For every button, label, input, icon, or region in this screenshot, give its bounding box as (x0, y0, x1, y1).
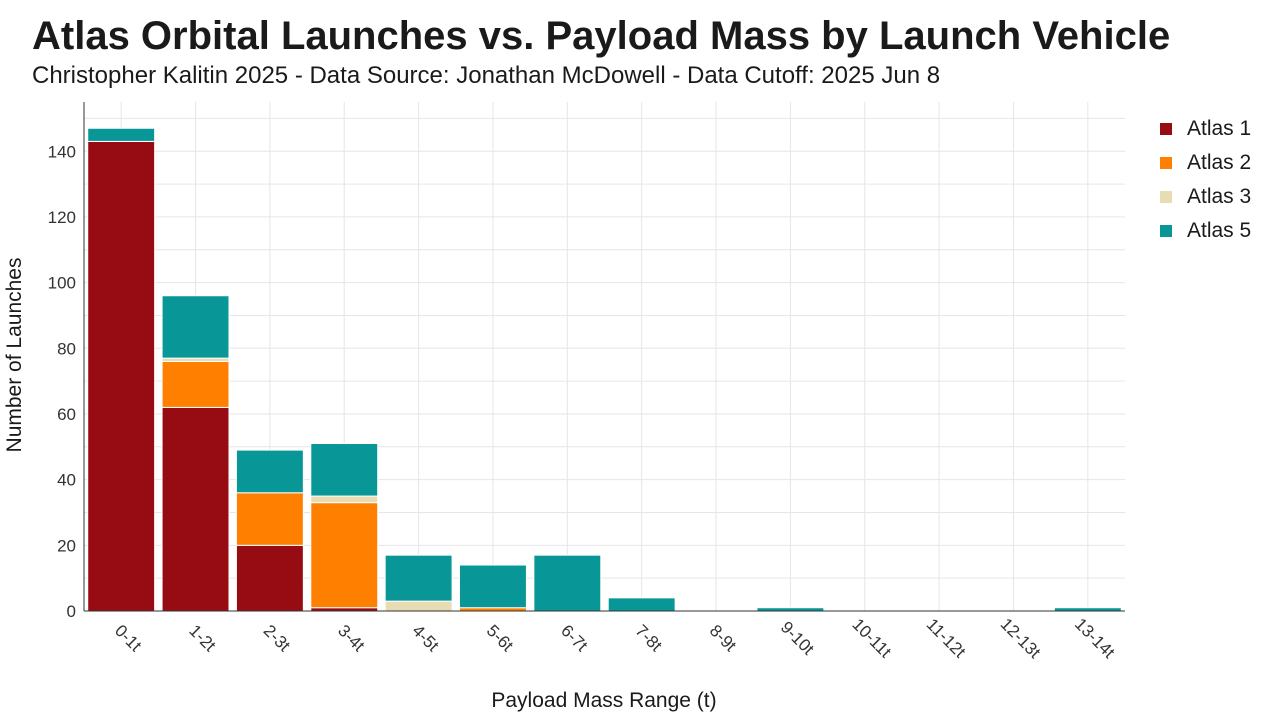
bar-segment-atlas-3 (384, 600, 453, 612)
legend-swatch (1160, 157, 1172, 169)
legend-swatch (1160, 191, 1172, 203)
x-axis-label: Payload Mass Range (t) (491, 689, 716, 712)
bar-segment-atlas-5 (459, 564, 527, 609)
y-tick-label: 40 (57, 471, 76, 490)
bar-segment-atlas-1 (161, 406, 230, 612)
legend-swatch (1160, 123, 1172, 135)
x-tick-label: 2-3t (260, 621, 294, 655)
x-tick-label: 1-2t (185, 621, 219, 655)
x-tick-label: 13-14t (1071, 614, 1119, 662)
legend-swatch (1160, 225, 1172, 237)
bar-segment-atlas-5 (533, 554, 602, 612)
x-tick-label: 8-9t (706, 621, 740, 655)
bar-segment-atlas-5 (607, 597, 676, 612)
y-tick-label: 120 (48, 208, 76, 227)
bar-segment-atlas-2 (235, 492, 304, 546)
axes-group (83, 102, 1125, 612)
legend-label: Atlas 2 (1187, 151, 1252, 174)
x-tick-label: 0-1t (111, 621, 145, 655)
x-tick-label: 5-6t (483, 621, 517, 655)
bar-segment-atlas-5 (161, 295, 230, 359)
bars-group (87, 127, 1122, 612)
legend: Atlas 1 Atlas 2 Atlas 3 Atlas 5 (1160, 112, 1251, 248)
bar-segment-atlas-2 (161, 360, 230, 408)
bar-segment-atlas-5 (235, 449, 304, 494)
bar-segment-atlas-1 (235, 544, 304, 612)
bar-segment-atlas-5 (87, 127, 156, 142)
legend-label: Atlas 5 (1187, 219, 1252, 242)
bar-segment-atlas-5 (384, 554, 453, 602)
bar-segment-atlas-2 (310, 502, 379, 609)
x-tick-label: 6-7t (557, 621, 591, 655)
x-tick-label: 7-8t (632, 621, 666, 655)
bar-segment-atlas-1 (87, 140, 156, 612)
x-tick-label: 9-10t (777, 618, 818, 659)
y-tick-label: 20 (57, 536, 76, 555)
legend-item: Atlas 2 (1160, 146, 1251, 180)
legend-label: Atlas 3 (1187, 185, 1252, 208)
x-tick-label: 10-11t (848, 615, 895, 662)
bar-segment-atlas-5 (310, 443, 379, 497)
x-tick-label: 4-5t (408, 621, 442, 655)
chart-subtitle: Christopher Kalitin 2025 - Data Source: … (32, 62, 941, 89)
y-tick-label: 80 (57, 339, 76, 358)
x-tick-label: 12-13t (997, 614, 1045, 662)
y-axis-label: Number of Launches (3, 258, 26, 453)
legend-item: Atlas 5 (1160, 214, 1251, 248)
x-tick-label: 3-4t (334, 621, 368, 655)
y-tick-label: 100 (48, 274, 76, 293)
chart-title: Atlas Orbital Launches vs. Payload Mass … (32, 14, 1171, 58)
legend-item: Atlas 3 (1160, 180, 1251, 214)
bar-segment-atlas-3 (310, 495, 379, 504)
legend-item: Atlas 1 (1160, 112, 1251, 146)
y-tick-label: 140 (48, 142, 76, 161)
y-tick-label: 0 (67, 602, 76, 621)
x-tick-label: 11-12t (923, 615, 970, 662)
y-tick-label: 60 (57, 405, 76, 424)
legend-label: Atlas 1 (1187, 117, 1252, 140)
